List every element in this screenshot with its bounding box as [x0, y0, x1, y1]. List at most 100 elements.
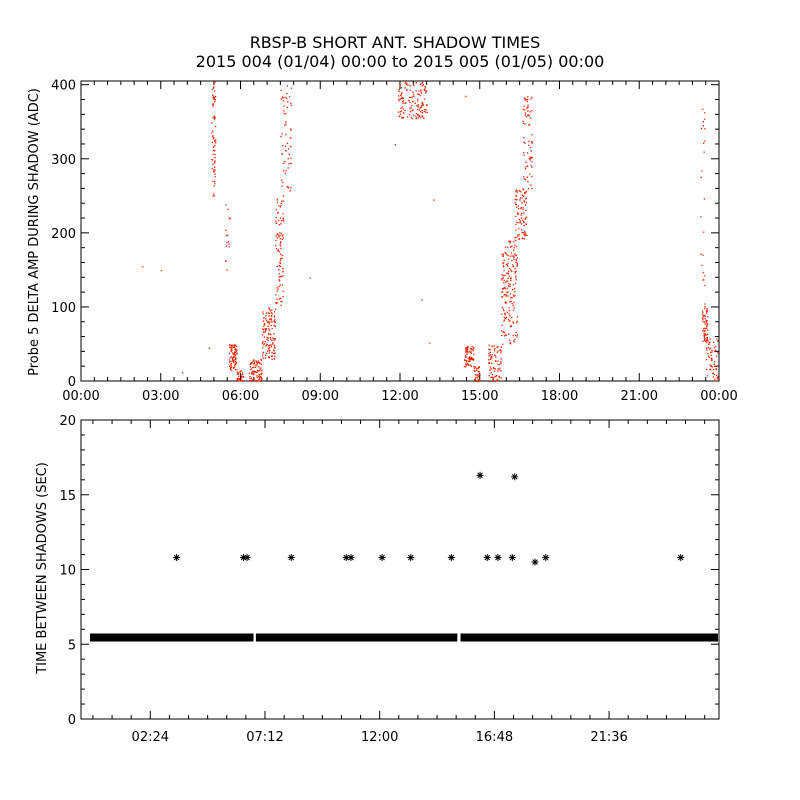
- data-point: [520, 214, 522, 216]
- data-point: [279, 265, 281, 267]
- data-point: [464, 354, 467, 357]
- data-point: [711, 349, 713, 351]
- data-point: [233, 366, 236, 368]
- data-point: [275, 302, 277, 304]
- data-point: [704, 307, 706, 310]
- data-point: [212, 153, 214, 155]
- data-point: [472, 359, 474, 361]
- data-point: [269, 318, 271, 320]
- data-point: [707, 355, 710, 357]
- data-point: [280, 247, 282, 249]
- data-point: [228, 246, 231, 248]
- data-point: [232, 358, 234, 360]
- data-point: [487, 359, 490, 361]
- data-point: [276, 298, 278, 300]
- asterisk-point: [542, 554, 550, 562]
- data-point: [274, 352, 276, 354]
- data-point: [423, 89, 425, 91]
- data-point: [507, 265, 509, 267]
- data-point: [271, 339, 273, 341]
- data-point: [704, 140, 706, 142]
- data-point: [465, 363, 467, 366]
- data-point: [706, 338, 708, 340]
- data-point: [264, 331, 266, 333]
- data-point: [280, 98, 282, 100]
- data-point: [211, 158, 213, 161]
- data-point: [467, 345, 469, 348]
- data-point: [505, 334, 507, 336]
- data-point: [290, 186, 292, 189]
- data-point: [702, 272, 704, 274]
- data-point: [276, 248, 278, 250]
- data-point: [404, 109, 406, 112]
- data-point: [478, 375, 480, 377]
- data-point: [515, 245, 518, 248]
- data-point: [271, 355, 273, 357]
- data-point: [705, 359, 708, 361]
- data-point: [513, 249, 515, 251]
- data-point: [489, 366, 492, 368]
- data-point: [489, 354, 491, 356]
- data-point: [702, 108, 704, 110]
- data-point: [269, 349, 271, 351]
- data-point: [418, 114, 420, 117]
- data-point: [238, 372, 240, 374]
- asterisk-point: [476, 471, 484, 479]
- data-point: [508, 283, 510, 285]
- data-point: [512, 334, 514, 337]
- asterisk-point: [483, 554, 491, 562]
- data-point: [510, 325, 512, 327]
- data-point: [712, 376, 714, 378]
- data-point: [523, 141, 525, 144]
- data-point: [704, 330, 706, 332]
- data-point: [271, 309, 273, 311]
- data-point: [404, 82, 406, 84]
- baseline-marker-band: [90, 633, 254, 642]
- top-y-axis-label: Probe 5 DELTA AMP DURING SHADOW (ADC): [27, 88, 42, 376]
- data-point: [512, 294, 514, 296]
- data-point: [273, 333, 275, 335]
- data-point: [409, 107, 411, 109]
- data-point: [239, 370, 241, 373]
- data-point: [212, 149, 215, 152]
- data-point: [267, 350, 269, 352]
- data-point: [278, 224, 280, 226]
- data-point: [516, 191, 518, 194]
- data-point: [233, 353, 235, 355]
- data-point: [525, 216, 528, 218]
- data-point: [511, 317, 513, 319]
- data-point: [524, 114, 526, 116]
- data-point: [529, 159, 531, 161]
- data-point: [526, 165, 529, 167]
- data-point: [275, 294, 277, 296]
- data-point: [706, 309, 708, 311]
- data-point: [241, 376, 243, 378]
- data-point: [280, 136, 282, 138]
- data-point: [274, 308, 277, 310]
- data-point: [505, 316, 507, 319]
- data-point: [254, 361, 256, 363]
- data-point: [284, 124, 286, 127]
- data-point: [286, 186, 288, 188]
- data-point: [236, 371, 238, 373]
- data-point: [278, 298, 281, 300]
- data-point: [502, 343, 504, 345]
- data-point: [507, 318, 510, 321]
- data-point: [490, 368, 492, 370]
- data-point: [514, 338, 516, 340]
- data-point: [470, 356, 473, 359]
- data-point: [509, 315, 511, 317]
- data-point: [270, 319, 273, 321]
- data-point: [281, 185, 283, 187]
- data-point: [277, 212, 279, 214]
- data-point: [280, 257, 282, 259]
- data-point: [523, 220, 525, 223]
- data-point: [249, 366, 252, 368]
- data-point: [268, 348, 270, 350]
- data-point: [706, 324, 709, 326]
- data-point: [226, 242, 228, 244]
- data-point: [236, 379, 238, 381]
- data-point: [266, 336, 268, 339]
- data-point: [212, 146, 215, 148]
- data-point: [235, 348, 237, 350]
